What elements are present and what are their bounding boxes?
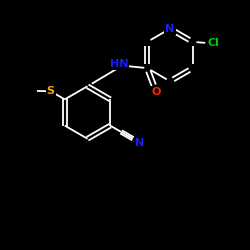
Text: Cl: Cl [208, 38, 220, 48]
Text: N: N [166, 24, 174, 34]
Text: N: N [135, 138, 144, 147]
Text: HN: HN [110, 60, 128, 70]
Text: O: O [151, 87, 161, 97]
Text: S: S [47, 86, 55, 96]
